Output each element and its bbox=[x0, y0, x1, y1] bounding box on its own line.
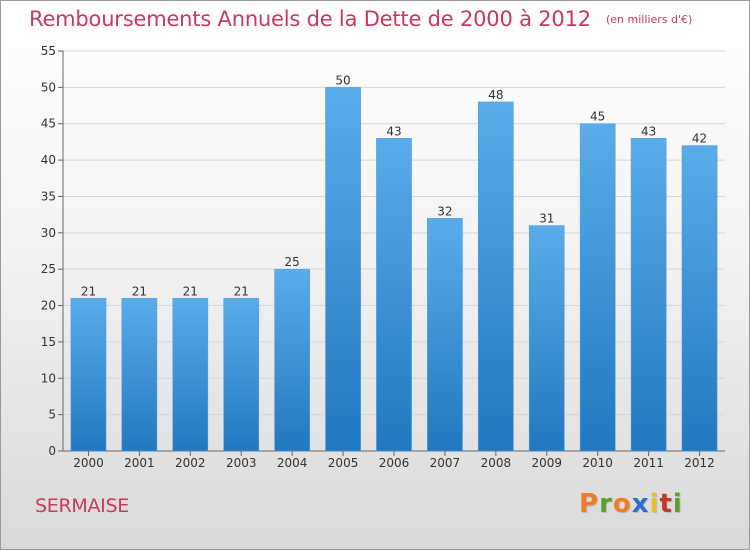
x-tick-label: 2001 bbox=[124, 456, 155, 470]
x-tick-label: 2011 bbox=[633, 456, 664, 470]
y-tick-label: 50 bbox=[41, 80, 56, 94]
x-tick-label: 2004 bbox=[277, 456, 308, 470]
data-label: 50 bbox=[335, 73, 350, 87]
x-tick-label: 2012 bbox=[684, 456, 715, 470]
logo-letter: x bbox=[631, 489, 650, 519]
data-label: 21 bbox=[132, 284, 147, 298]
bar-2007 bbox=[427, 218, 463, 452]
data-label: 25 bbox=[285, 255, 300, 269]
bar-2009 bbox=[528, 225, 565, 452]
bar-2004 bbox=[274, 268, 310, 452]
bar-2005 bbox=[325, 87, 361, 452]
proxiti-logo: Proxiti bbox=[579, 489, 683, 519]
data-label: 31 bbox=[539, 212, 554, 226]
x-tick-label: 2006 bbox=[379, 456, 410, 470]
commune-name: SERMAISE bbox=[35, 495, 129, 517]
data-label: 48 bbox=[488, 88, 503, 102]
data-label: 21 bbox=[183, 284, 198, 298]
y-tick-label: 35 bbox=[41, 189, 56, 203]
x-tick-label: 2007 bbox=[430, 456, 461, 470]
bar-2000 bbox=[70, 298, 107, 452]
data-label: 43 bbox=[641, 124, 656, 138]
y-tick-label: 20 bbox=[41, 299, 56, 313]
bar-2003 bbox=[223, 298, 260, 452]
y-tick-label: 25 bbox=[41, 262, 56, 276]
y-tick-label: 30 bbox=[41, 226, 56, 240]
x-tick-label: 2002 bbox=[175, 456, 206, 470]
y-tick-label: 45 bbox=[41, 117, 56, 131]
data-label: 32 bbox=[437, 204, 452, 218]
logo-letter: i bbox=[649, 489, 660, 519]
data-label: 45 bbox=[590, 110, 605, 124]
logo-letter: o bbox=[612, 489, 632, 519]
bar-2001 bbox=[121, 298, 158, 452]
y-tick-label: 40 bbox=[41, 153, 56, 167]
logo-letter: r bbox=[599, 489, 613, 519]
x-tick-label: 2005 bbox=[328, 456, 359, 470]
x-tick-label: 2009 bbox=[531, 456, 562, 470]
y-tick-label: 5 bbox=[48, 408, 56, 422]
x-tick-label: 2008 bbox=[481, 456, 512, 470]
y-tick-label: 15 bbox=[41, 335, 56, 349]
bar-2012 bbox=[681, 145, 718, 452]
bar-2008 bbox=[478, 101, 514, 452]
logo-letter: i bbox=[672, 489, 683, 519]
bar-2002 bbox=[172, 298, 209, 452]
data-label: 42 bbox=[692, 132, 707, 146]
data-label: 21 bbox=[81, 284, 96, 298]
x-tick-label: 2010 bbox=[582, 456, 613, 470]
logo-letter: t bbox=[659, 489, 673, 519]
bar-2010 bbox=[579, 123, 616, 452]
data-label: 43 bbox=[386, 124, 401, 138]
bar-2006 bbox=[376, 138, 412, 452]
logo-letter: P bbox=[579, 489, 600, 519]
bar-2011 bbox=[630, 138, 667, 452]
y-tick-label: 55 bbox=[41, 44, 56, 58]
chart-unit: (en milliers d'€) bbox=[606, 13, 693, 26]
data-label: 21 bbox=[234, 284, 249, 298]
y-tick-label: 10 bbox=[41, 371, 56, 385]
y-tick-label: 0 bbox=[48, 444, 56, 458]
x-tick-label: 2003 bbox=[226, 456, 257, 470]
chart-title: Remboursements Annuels de la Dette de 20… bbox=[29, 7, 591, 31]
x-tick-label: 2000 bbox=[73, 456, 104, 470]
title-row: Remboursements Annuels de la Dette de 20… bbox=[29, 7, 692, 31]
